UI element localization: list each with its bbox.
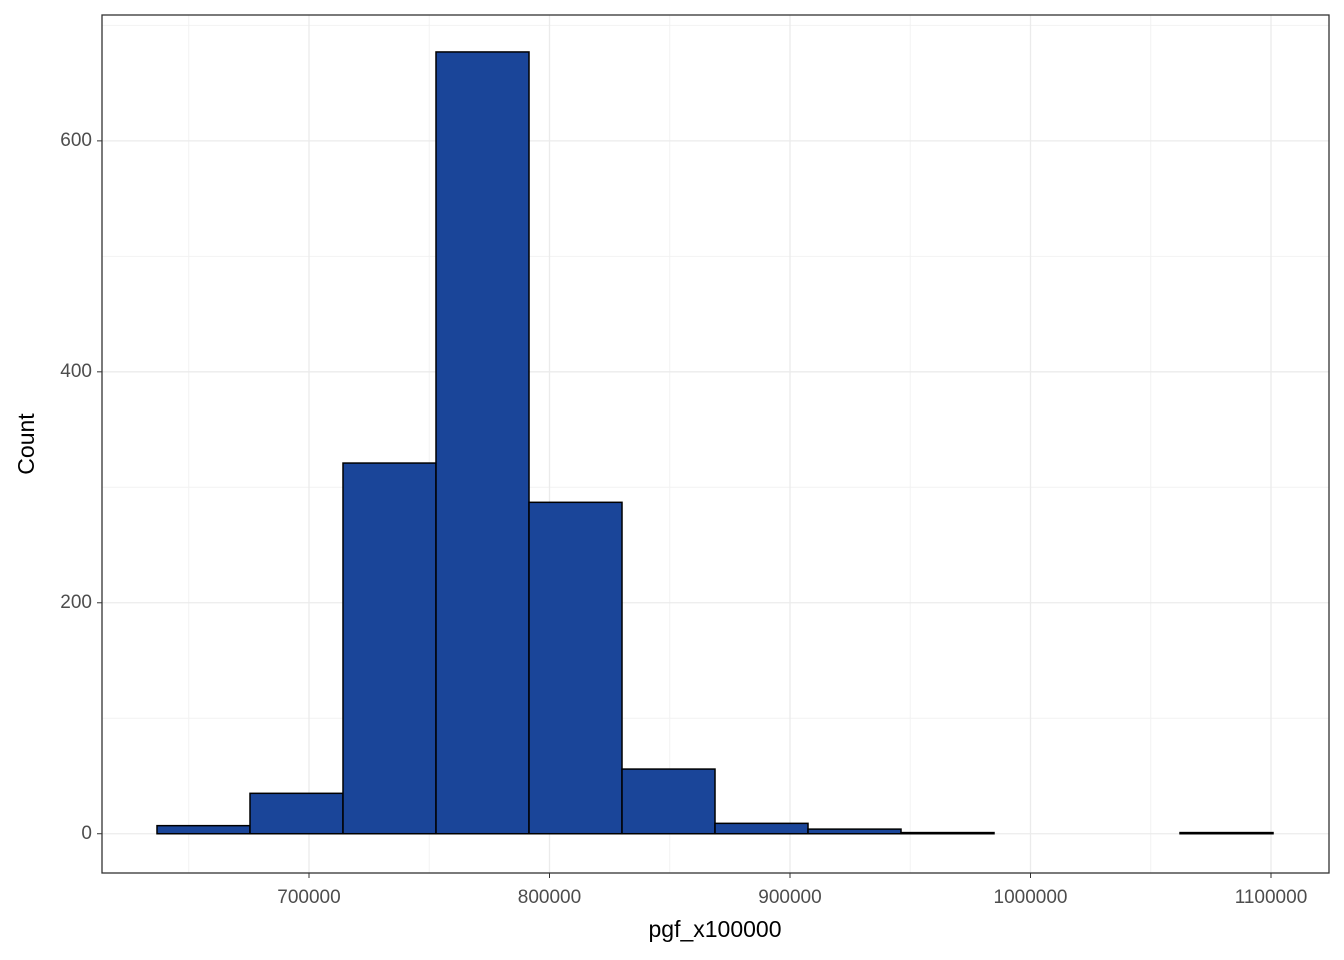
histogram-bar	[1179, 831, 1274, 835]
x-tick-label: 800000	[518, 887, 581, 908]
histogram-bar	[156, 824, 251, 835]
panel-background	[102, 15, 1329, 873]
x-tick-label: 1100000	[1235, 887, 1308, 908]
x-axis-title: pgf_x100000	[648, 916, 781, 942]
y-tick-label: 0	[81, 823, 92, 844]
histogram-bar	[528, 501, 623, 835]
histogram-bar	[342, 462, 437, 835]
y-tick-label: 400	[60, 361, 92, 382]
y-axis-title: Count	[13, 413, 39, 475]
histogram-bar	[621, 768, 716, 835]
panel-border	[101, 14, 1330, 874]
x-tick-label: 700000	[277, 887, 340, 908]
histogram-bar	[435, 51, 530, 835]
histogram-bar	[807, 828, 902, 835]
histogram-bar	[900, 831, 995, 835]
y-tick-label: 200	[60, 592, 92, 613]
histogram-bar	[249, 792, 344, 835]
x-tick-label: 1000000	[994, 887, 1068, 908]
histogram-bar	[714, 822, 809, 835]
x-tick-label: 900000	[758, 887, 821, 908]
y-tick-label: 600	[60, 130, 92, 151]
